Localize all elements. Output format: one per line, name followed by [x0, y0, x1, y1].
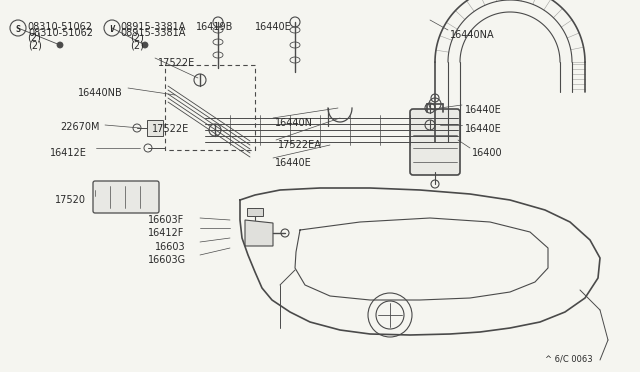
Text: 16440E: 16440E — [255, 22, 292, 32]
Text: 17522E: 17522E — [152, 124, 189, 134]
Text: 16440E: 16440E — [275, 158, 312, 168]
Polygon shape — [147, 120, 163, 136]
Text: 16603G: 16603G — [148, 255, 186, 265]
Text: 16440E: 16440E — [465, 124, 502, 134]
Circle shape — [142, 42, 148, 48]
Text: 22670M: 22670M — [60, 122, 99, 132]
Text: 16412F: 16412F — [148, 228, 184, 238]
Text: (2): (2) — [27, 33, 41, 43]
Text: V: V — [109, 25, 115, 33]
Text: 17522EA: 17522EA — [278, 140, 322, 150]
Text: S: S — [15, 25, 20, 33]
Text: 17522E: 17522E — [158, 58, 195, 68]
Text: 16440E: 16440E — [465, 105, 502, 115]
FancyBboxPatch shape — [410, 109, 460, 175]
FancyBboxPatch shape — [93, 181, 159, 213]
Text: (2): (2) — [130, 40, 144, 50]
Text: 16412E: 16412E — [50, 148, 87, 158]
Text: 16440NA: 16440NA — [450, 30, 495, 40]
Circle shape — [57, 42, 63, 48]
Text: 08310-51062: 08310-51062 — [27, 22, 92, 32]
Text: 16603: 16603 — [155, 242, 186, 252]
Polygon shape — [245, 220, 273, 246]
Text: (2): (2) — [130, 33, 144, 43]
Text: 16440NB: 16440NB — [78, 88, 123, 98]
Text: (2): (2) — [28, 40, 42, 50]
Text: 16419B: 16419B — [196, 22, 234, 32]
Text: 16440N: 16440N — [275, 118, 313, 128]
Text: ^ 6/C 0063: ^ 6/C 0063 — [545, 355, 593, 364]
Text: 17520: 17520 — [55, 195, 86, 205]
Text: 16603F: 16603F — [148, 215, 184, 225]
Text: 16400: 16400 — [472, 148, 502, 158]
Polygon shape — [247, 208, 263, 216]
Text: 08310-51062: 08310-51062 — [28, 28, 93, 38]
Text: 08915-3381A: 08915-3381A — [120, 28, 186, 38]
Text: 08915-3381A: 08915-3381A — [120, 22, 186, 32]
